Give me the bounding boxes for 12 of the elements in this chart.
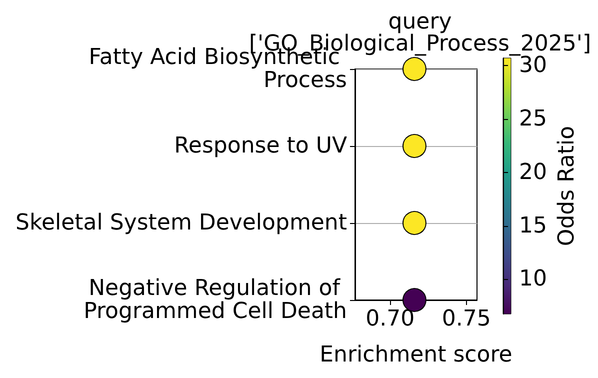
color-bar-label: 10 [519,266,547,292]
x-tick-label: 0.75 [442,306,491,332]
x-tick-label: 0.70 [366,306,415,332]
y-tick-label: Skeletal System Development [16,210,348,236]
color-bar-label: 25 [519,106,547,132]
color-bar-label: 15 [519,213,547,238]
y-tick-label: Negative Regulation of Programmed Cell Death [84,276,347,324]
color-bar-title: Odds Ratio [554,126,580,246]
color-bar-label: 30 [519,53,547,78]
y-tick-label: Response to UV [174,134,347,158]
color-bar-label: 20 [519,160,547,185]
x-axis-title: Enrichment score [320,342,512,368]
